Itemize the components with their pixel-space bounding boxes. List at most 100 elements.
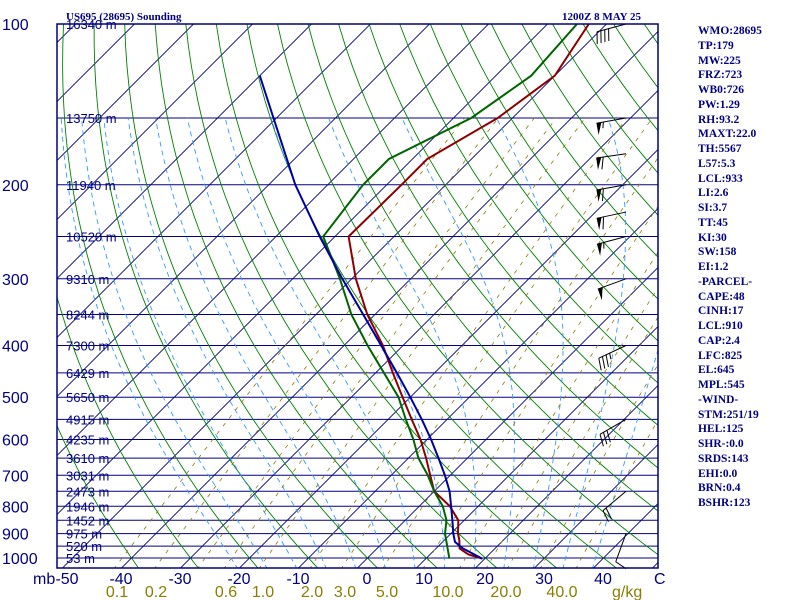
mixing-ratio-line: [459, 251, 658, 568]
wind-barb: [597, 278, 627, 301]
moist-adiabat-line: [103, 117, 298, 568]
dry-adiabat-line: [429, 24, 658, 342]
wind-barbs: [596, 23, 627, 570]
pressure-label: 300: [2, 272, 29, 289]
temperature-tick-label: -30: [168, 571, 191, 588]
mixing-ratio-line: [154, 117, 499, 568]
dry-adiabat-line: [57, 295, 199, 568]
index-item: LFC:825: [698, 349, 743, 362]
pressure-label: 500: [2, 390, 29, 407]
plot-frame: [56, 23, 659, 569]
axis-prefix-label: mb: [33, 571, 55, 588]
temperature-tick-label: -20: [227, 571, 250, 588]
dry-adiabat-line: [57, 424, 140, 568]
wind-barb: [596, 236, 627, 256]
moist-adiabat-line: [496, 117, 564, 568]
dry-adiabat-line: [185, 24, 498, 568]
moist-adiabat-line: [328, 117, 477, 568]
moist-adiabat-line: [562, 117, 627, 568]
isotherm-line: [57, 24, 313, 280]
sounding-indices: WMO:28695 TP:179 MW:225 FRZ:723 WB0:726 PW:1.…: [698, 24, 798, 511]
index-item: CAP:2.4: [698, 334, 740, 347]
index-item: TT:45: [698, 216, 728, 229]
moist-adiabat-line: [155, 117, 357, 568]
moist-adiabat-line: [186, 117, 386, 568]
moist-adiabat-line: [60, 117, 238, 568]
height-label: 5650 m: [66, 390, 109, 405]
isotherm-line: [57, 24, 372, 339]
index-item: SI:3.7: [698, 202, 728, 214]
index-item: PW:1.29: [698, 98, 740, 111]
temperature-tick-label: 40: [594, 571, 612, 588]
height-label: 3610 m: [66, 451, 109, 466]
height-label: 10520 m: [66, 229, 117, 244]
dry-adiabat-line: [124, 24, 379, 568]
isotherm-line: [474, 384, 658, 568]
pressure-label: 400: [2, 339, 29, 356]
mixing-ratio-line: [539, 363, 658, 568]
dry-adiabat-line: [460, 24, 658, 300]
height-label: 520 m: [66, 539, 102, 554]
station-title: US695 (28695) Sounding: [66, 11, 182, 23]
mixing-ratio-label: 1.0: [252, 584, 274, 600]
temperature-trace: [347, 24, 590, 560]
mixing-ratio-line: [114, 117, 466, 568]
index-item: MW:225: [698, 54, 741, 67]
wind-barb: [598, 345, 627, 371]
isotherm-line: [57, 24, 195, 162]
index-item: TH:5567: [698, 143, 742, 155]
mixing-ratio-label: 10.0: [432, 584, 463, 600]
parcel-trace: [258, 75, 483, 560]
index-item: BRN:0.4: [698, 482, 741, 495]
index-item: LI:2.6: [698, 187, 729, 200]
index-item: TP:179: [698, 39, 734, 52]
mixing-ratio-label: 40.0: [546, 584, 577, 600]
index-item: FRZ:723: [698, 69, 743, 82]
mixing-ratio-line: [382, 157, 658, 568]
isotherm-line: [533, 443, 658, 568]
height-label: 13750 m: [66, 111, 117, 126]
dry-adiabat-line: [277, 24, 658, 556]
dry-adiabat-line: [93, 24, 319, 568]
index-item: HEL:125: [698, 423, 744, 436]
mixing-ratio-label: 2.0: [301, 584, 323, 600]
temperature-tick-label: 10: [415, 571, 433, 588]
height-label: 53 m: [66, 551, 95, 566]
isotherm-line: [356, 266, 658, 568]
height-label: 1452 m: [66, 513, 109, 528]
height-label: 1946 m: [66, 499, 109, 514]
height-label: 16340 m: [66, 17, 117, 32]
height-label: 4915 m: [66, 412, 109, 427]
index-item: LCL:933: [698, 172, 743, 185]
temperature-tick-label: -40: [109, 571, 132, 588]
index-item: MAXT:22.0: [698, 128, 757, 141]
wind-barb: [596, 211, 627, 231]
height-label: 8244 m: [66, 308, 109, 323]
index-item: L57:5.3: [698, 157, 736, 170]
wind-barb: [602, 490, 627, 522]
mixing-ratio-line: [259, 117, 586, 568]
temperature-tick-label: -50: [55, 571, 78, 588]
height-label: 4235 m: [66, 433, 109, 448]
height-label: 11940 m: [66, 178, 116, 193]
mixing-ratio-line: [223, 117, 557, 568]
height-label: 6429 m: [66, 366, 109, 381]
dry-adiabat-line: [154, 24, 438, 568]
mixing-ratio-label: 3.0: [334, 584, 356, 600]
pressure-label: 1000: [2, 551, 38, 568]
height-label: 9310 m: [66, 272, 109, 287]
index-item: BSHR:123: [698, 497, 751, 509]
wind-barb: [615, 533, 627, 570]
index-item: EHI:0.0: [698, 467, 738, 480]
index-item: EI:1.2: [698, 261, 729, 273]
moist-adiabat-line: [592, 348, 658, 568]
moist-adiabat-line: [401, 117, 515, 568]
wind-barb: [596, 23, 627, 45]
index-item: MPL:545: [698, 379, 745, 391]
mixing-ratio-label: 0.2: [145, 584, 167, 600]
index-item: -WIND-: [698, 393, 739, 406]
dry-adiabat-line: [399, 24, 658, 384]
moist-adiabat-line: [224, 117, 416, 568]
pressure-label: 900: [2, 527, 29, 544]
